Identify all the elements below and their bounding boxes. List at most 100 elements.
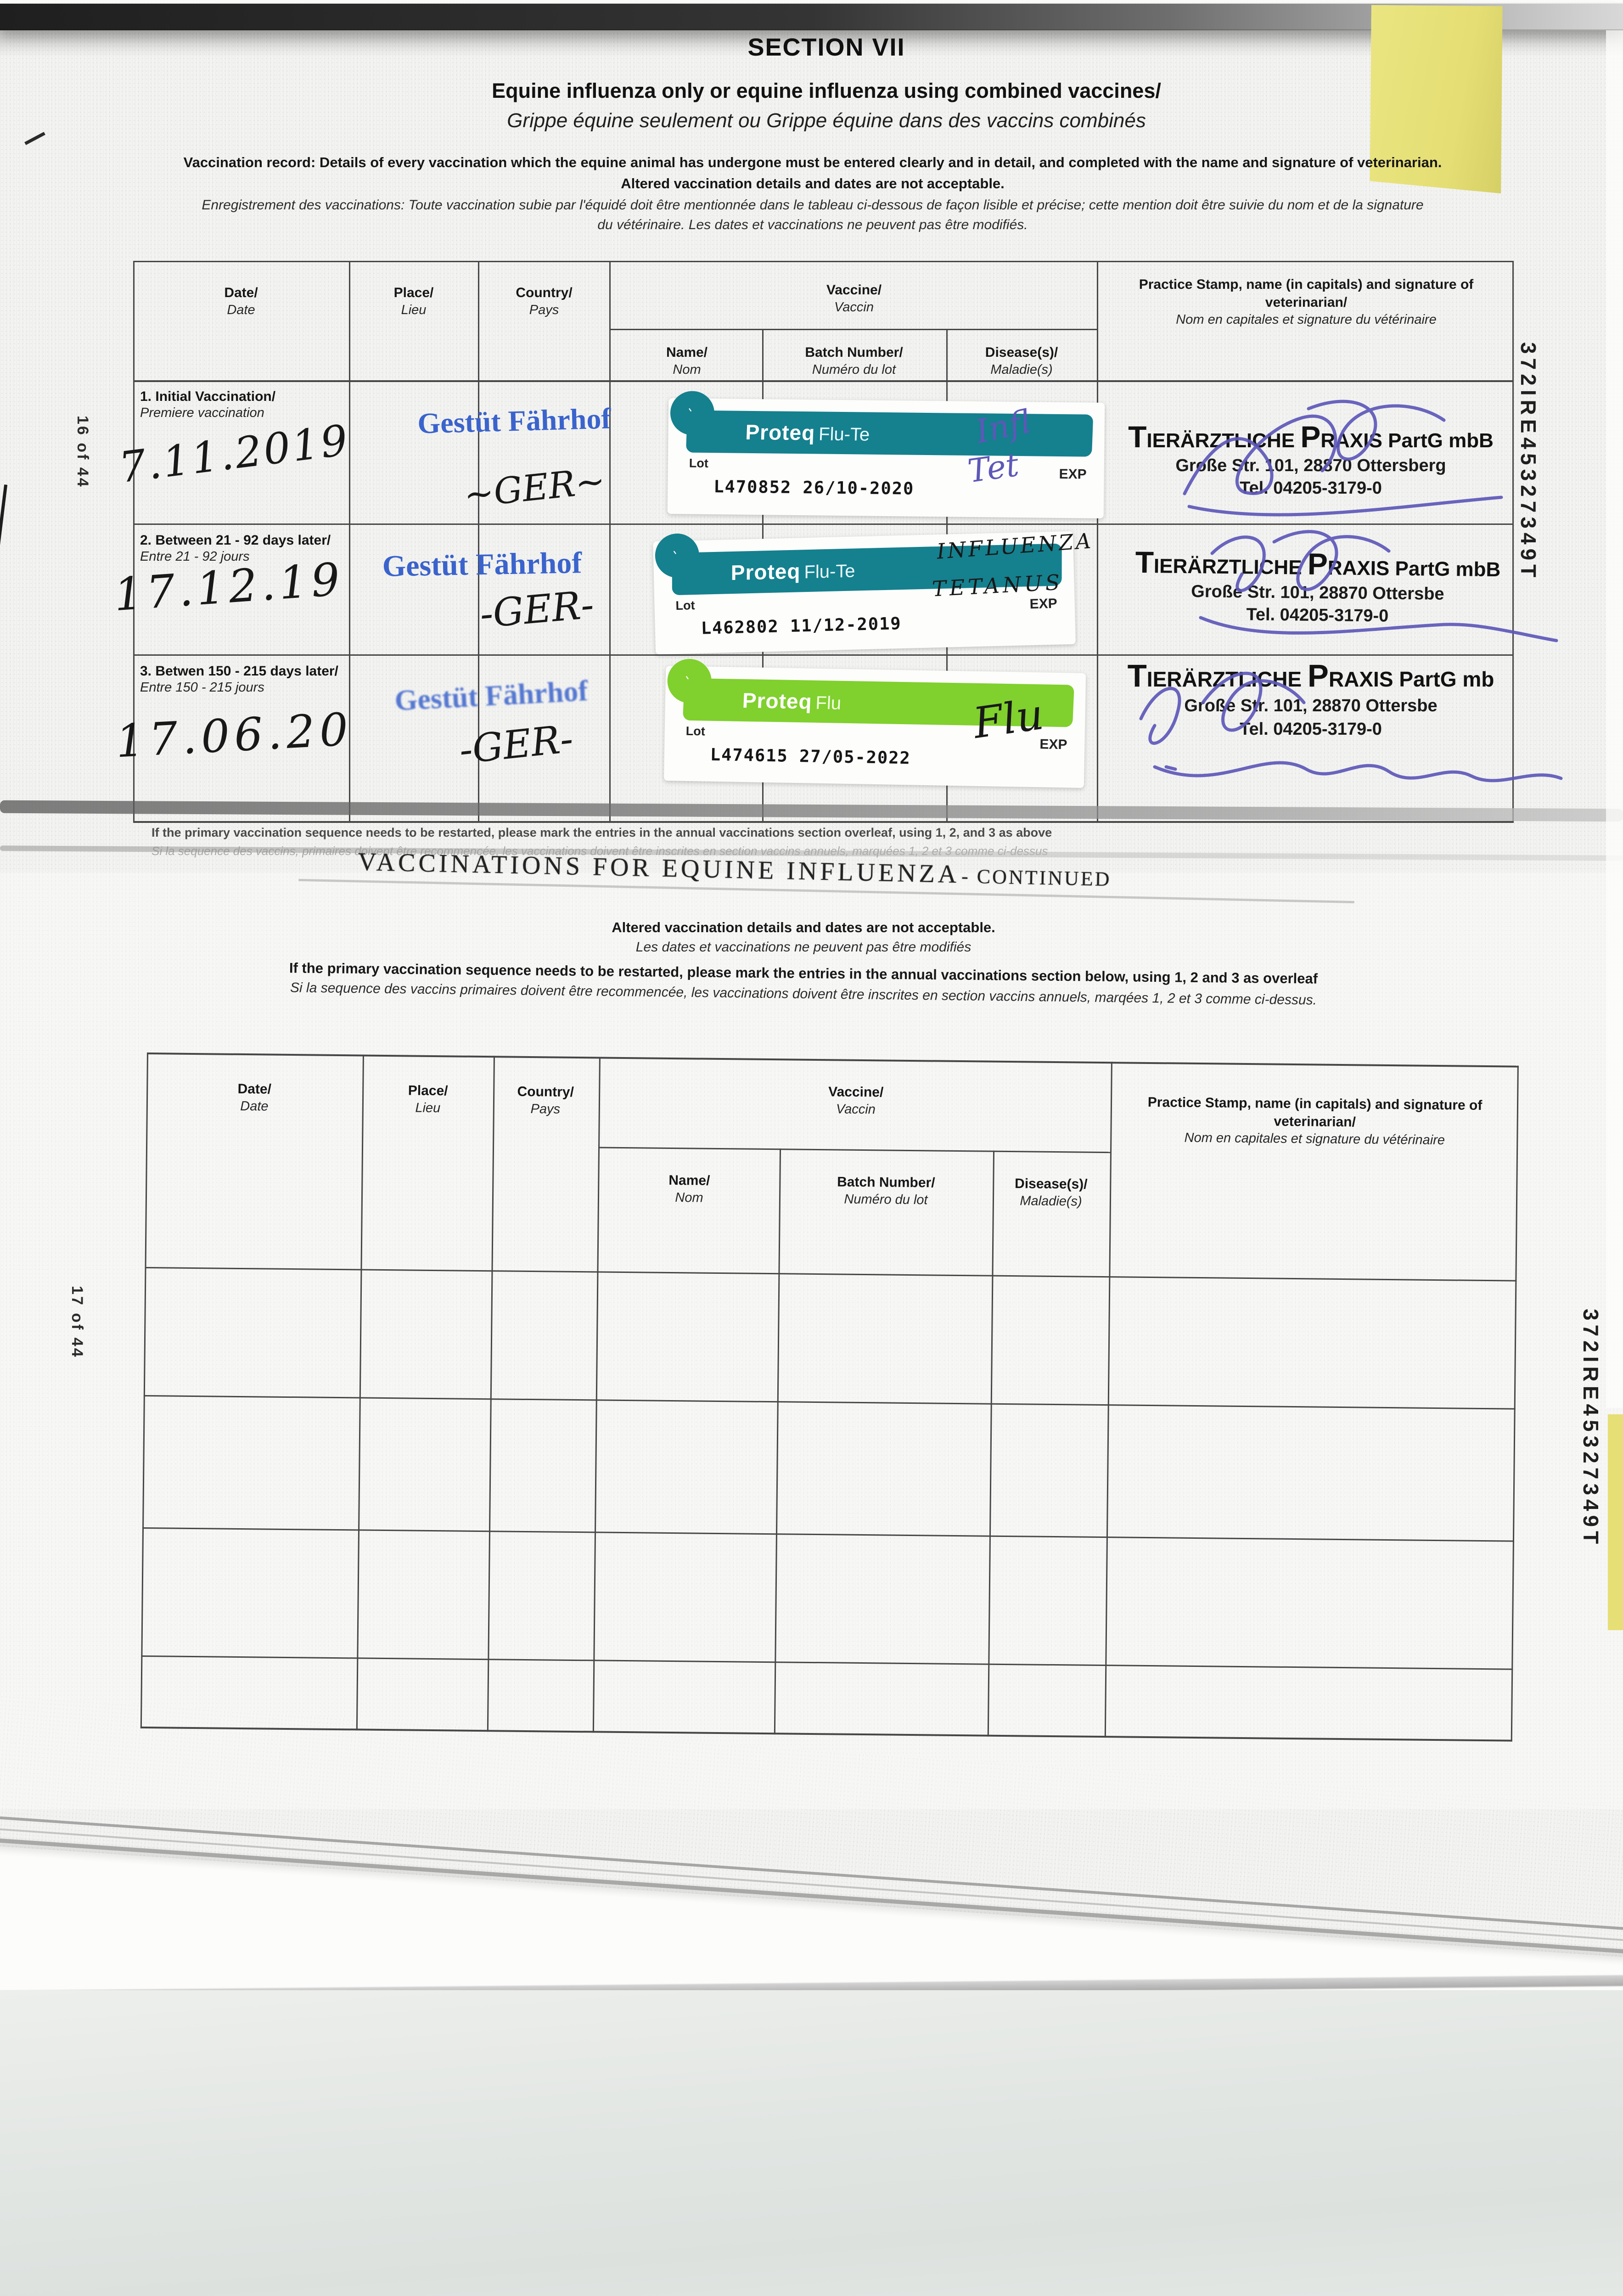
veterinarian-signature-row3	[1139, 671, 1563, 782]
scanner-background	[0, 1990, 1623, 2296]
header-name-en: Name/	[668, 1172, 710, 1188]
right-page-edge	[1606, 30, 1623, 1408]
second-page-tint	[0, 872, 1623, 1809]
header-disease-en: Disease(s)/	[1014, 1176, 1088, 1192]
column-header-date: Date/ Date	[138, 284, 344, 319]
table2-grid-line	[143, 1395, 1516, 1410]
column-header-disease: Disease(s)/ Maladie(s)	[948, 343, 1095, 379]
header-name-fr: Nom	[675, 1190, 703, 1205]
table2-grid-line	[774, 1148, 781, 1735]
stamp-name-word2: PRAXIS	[1307, 658, 1393, 693]
top-page-edge-shadow	[0, 4, 1623, 30]
stamp-phone: Tel. 04205-3179-0	[1240, 720, 1382, 739]
exp-label: EXP	[1059, 466, 1087, 482]
table1-grid-line	[609, 329, 1098, 330]
header-stamp-fr: Nom en capitales et signature du vétérin…	[1184, 1130, 1445, 1148]
header-date-fr: Date	[240, 1098, 269, 1114]
vaccine-variant: Flu-Te	[818, 424, 870, 445]
column-header-country: Country/ Pays	[494, 1082, 597, 1119]
header-stamp-en1: Practice Stamp, name (in capitals) and s…	[1139, 277, 1474, 292]
table2-grid-line	[1104, 1062, 1112, 1738]
header-batch-en: Batch Number/	[837, 1174, 935, 1191]
page-number-page2: 17 of 44	[68, 1286, 86, 1359]
paper-surface	[0, 3, 1623, 1812]
row2-label-fr: Entre 21 - 92 jours	[140, 549, 250, 564]
header-stamp-fr: Nom en capitales et signature du vétérin…	[1176, 312, 1437, 327]
footnote-en: If the primary vaccination sequence need…	[152, 826, 1052, 839]
header-place-en: Place/	[408, 1083, 448, 1099]
page-number-page1: 16 of 44	[74, 416, 91, 489]
row-label-initial-vaccination: 1. Initial Vaccination/ Premiere vaccina…	[140, 388, 347, 421]
disease-handwritten-row3: Flu	[970, 689, 1047, 748]
header-batch-fr: Numéro du lot	[844, 1192, 928, 1208]
table1-grid-line	[133, 654, 1514, 656]
row3-label-en: 3. Betwen 150 - 215 days later/	[140, 664, 338, 679]
column-header-date: Date/ Date	[158, 1079, 351, 1116]
veterinarian-signature-row2	[1199, 530, 1558, 642]
table1-grid-line	[349, 261, 350, 822]
header-date-en: Date/	[224, 285, 258, 300]
table2-grid-line	[145, 1266, 1517, 1282]
header-batch-fr: Numéro du lot	[812, 362, 896, 377]
column-header-disease: Disease(s)/ Maladie(s)	[994, 1175, 1108, 1211]
exp-label: EXP	[1039, 737, 1067, 753]
table1-grid-line	[1097, 261, 1098, 822]
table2-grid-line	[598, 1147, 1112, 1154]
header-date-en: Date/	[237, 1081, 272, 1097]
header-country-en: Country/	[516, 285, 573, 300]
header-place-fr: Lieu	[401, 303, 427, 317]
column-header-name: Name/ Nom	[615, 343, 758, 379]
intro-line-fr1: Enregistrement des vaccinations: Toute v…	[202, 197, 1424, 213]
sticky-note-under-page	[1608, 1414, 1623, 1630]
header-country-fr: Pays	[530, 1102, 561, 1117]
header-batch-en: Batch Number/	[805, 345, 903, 360]
place-stamp-row2: Gestüt Fährhof	[382, 546, 582, 583]
table2-grid-line	[142, 1527, 1514, 1542]
header-stamp-en2: veterinarian/	[1265, 295, 1348, 310]
table1-grid-line	[478, 261, 479, 822]
intro-line-fr2: du vétérinaire. Les dates et vaccination…	[597, 217, 1028, 232]
header-name-fr: Nom	[673, 362, 701, 377]
row1-label-fr: Premiere vaccination	[140, 405, 264, 420]
stamp-address: Große Str. 101, 28870 Ottersberg	[1175, 456, 1446, 475]
table2-grid-line	[487, 1056, 495, 1732]
practice-stamp-row1: TIERÄRZTLICHE PRAXIS PartG mbB Große Str…	[1100, 420, 1522, 498]
row-label-between-21-92: 2. Between 21 - 92 days later/ Entre 21 …	[140, 532, 337, 564]
stamp-phone: Tel. 04205-3179-0	[1240, 478, 1382, 498]
table1-grid-line	[133, 523, 1514, 525]
column-header-stamp: Practice Stamp, name (in capitals) and s…	[1102, 276, 1511, 329]
exp-label: EXP	[1029, 596, 1058, 612]
table1-grid-line	[1512, 261, 1514, 822]
column-header-name: Name/ Nom	[600, 1171, 779, 1207]
batch-number: L462802 11/12-2019	[701, 613, 902, 638]
column-header-stamp: Practice Stamp, name (in capitals) and s…	[1115, 1093, 1515, 1150]
lot-label: Lot	[675, 598, 695, 613]
column-header-batch: Batch Number/ Numéro du lot	[781, 1172, 991, 1210]
table1-grid-line	[133, 380, 1514, 382]
intro-line-bold: Altered vaccination details and dates ar…	[621, 175, 1005, 191]
header-disease-en: Disease(s)/	[985, 345, 1058, 360]
subtitle-en: Equine influenza only or equine influenz…	[492, 79, 1161, 102]
lot-label: Lot	[689, 456, 709, 470]
header-place-en: Place/	[393, 285, 434, 300]
stamp-name-word3: PartG mb	[1399, 667, 1494, 691]
row3-label-fr: Entre 150 - 215 jours	[140, 680, 264, 695]
table2-grid-line	[356, 1054, 364, 1731]
subtitle-fr: Grippe équine seulement ou Grippe équine…	[507, 109, 1146, 132]
batch-number: L474615 27/05-2022	[710, 744, 911, 768]
vaccine-variant: Flu	[815, 692, 842, 714]
column-header-country: Country/ Pays	[482, 284, 606, 319]
stamp-name-word1: TIERÄRZTLICHE	[1127, 658, 1302, 693]
vaccine-variant: Flu-Te	[804, 561, 855, 583]
intro-line-en: Vaccination record: Details of every vac…	[183, 154, 1442, 170]
table2-grid-line	[141, 1655, 1513, 1670]
row1-label-en: 1. Initial Vaccination/	[140, 389, 276, 404]
table1-grid-line	[133, 821, 1514, 823]
veterinarian-signature-row1	[1183, 400, 1503, 517]
header-disease-fr: Maladie(s)	[1020, 1193, 1082, 1209]
document-code-page2: 372IRE45327349T	[1579, 1309, 1603, 1548]
section-title: SECTION VII	[747, 34, 905, 61]
header-country-en: Country/	[517, 1084, 574, 1100]
